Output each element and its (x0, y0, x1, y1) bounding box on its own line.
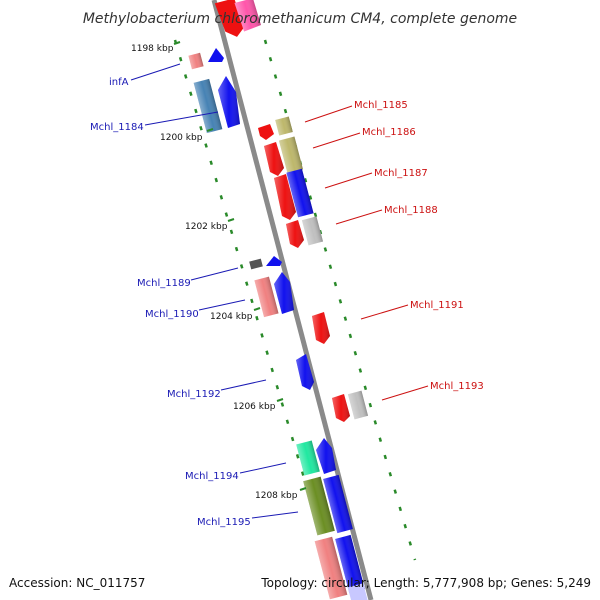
label-Mchl_1194[interactable]: Mchl_1194 (185, 462, 287, 482)
label-Mchl_1191[interactable]: Mchl_1191 (360, 300, 464, 320)
gene-label: Mchl_1193 (430, 381, 484, 392)
gene-1190-blue-arrow[interactable] (274, 272, 294, 314)
tick-1208: 1208 kbp (255, 487, 307, 501)
label-Mchl_1195[interactable]: Mchl_1195 (197, 511, 299, 528)
gene-label: Mchl_1194 (185, 471, 239, 482)
gene-1186-red[interactable] (264, 142, 284, 176)
tick-1200: 1200 kbp (160, 128, 214, 143)
gene-label: Mchl_1192 (167, 389, 221, 400)
gene-1191-red[interactable] (312, 312, 330, 344)
gene-1186-olive[interactable] (278, 136, 304, 174)
gene-1188-red[interactable] (286, 220, 304, 248)
gene-1192-blue[interactable] (296, 354, 314, 390)
label-Mchl_1185[interactable]: Mchl_1185 (304, 100, 408, 123)
gene-1195-blue[interactable] (323, 474, 353, 534)
gene-1185-red[interactable] (258, 124, 274, 140)
tick-label: 1208 kbp (255, 491, 298, 501)
tick-1206: 1206 kbp (233, 398, 284, 412)
gene-top-pink[interactable] (234, 0, 262, 32)
gene-label: Mchl_1185 (354, 100, 408, 111)
accession-text: Accession: NC_011757 (9, 576, 145, 590)
gene-1184-steelblue[interactable] (193, 78, 223, 134)
gene-label: Mchl_1184 (90, 122, 144, 133)
gene-1188-grey[interactable] (301, 216, 324, 246)
gene-label: Mchl_1186 (362, 127, 416, 138)
gene-bottom-pink[interactable] (314, 536, 348, 600)
label-Mchl_1189[interactable]: Mchl_1189 (137, 267, 239, 289)
topology-text: Topology: circular; Length: 5,777,908 bp… (260, 576, 591, 590)
label-Mchl_1186[interactable]: Mchl_1186 (312, 127, 416, 149)
gene-label: Mchl_1195 (197, 517, 251, 528)
gene-infA-small-pink[interactable] (188, 52, 204, 70)
tick-label: 1200 kbp (160, 133, 203, 143)
gene-1193-grey[interactable] (347, 390, 369, 420)
gene-1189-darkgrey[interactable] (249, 258, 263, 270)
tick-1204: 1204 kbp (210, 307, 261, 322)
gene-1184-blue-arrow[interactable] (218, 76, 240, 128)
gene-1187-blue[interactable] (286, 168, 314, 218)
gene-label: Mchl_1189 (137, 278, 191, 289)
gene-1185-olive[interactable] (275, 116, 293, 136)
tick-label: 1202 kbp (185, 222, 228, 232)
map-title: Methylobacterium chloromethanicum CM4, c… (83, 11, 517, 27)
gene-label: Mchl_1187 (374, 168, 428, 179)
label-Mchl_1187[interactable]: Mchl_1187 (324, 168, 428, 189)
gene-1193-red[interactable] (332, 394, 350, 422)
gene-1194-aquamarine[interactable] (296, 440, 320, 476)
gene-label: Mchl_1191 (410, 300, 464, 311)
label-Mchl_1193[interactable]: Mchl_1193 (381, 381, 484, 401)
gene-label: Mchl_1190 (145, 309, 199, 320)
label-Mchl_1190[interactable]: Mchl_1190 (145, 299, 246, 320)
gene-label: infA (109, 77, 129, 88)
tick-label: 1206 kbp (233, 402, 276, 412)
gene-1195-olive[interactable] (303, 476, 335, 536)
gene-infA-arrow[interactable] (208, 48, 224, 62)
gene-1190-pink[interactable] (254, 276, 279, 318)
tick-1202: 1202 kbp (185, 218, 235, 232)
gene-label: Mchl_1188 (384, 205, 438, 216)
label-Mchl_1184[interactable]: Mchl_1184 (90, 111, 219, 133)
label-infA[interactable]: infA (109, 63, 181, 88)
tick-label: 1204 kbp (210, 312, 253, 322)
gene-bottom-blue[interactable] (335, 534, 365, 594)
tick-1198: 1198 kbp (131, 41, 181, 54)
gene-1187-red[interactable] (274, 174, 296, 220)
tick-label: 1198 kbp (131, 44, 174, 54)
label-Mchl_1192[interactable]: Mchl_1192 (167, 379, 267, 400)
label-Mchl_1188[interactable]: Mchl_1188 (335, 205, 438, 225)
gene-1194-blue-arrow[interactable] (316, 438, 336, 474)
gene-bottom-lavender[interactable] (347, 583, 369, 600)
gene-1189-arrow[interactable] (266, 256, 282, 266)
